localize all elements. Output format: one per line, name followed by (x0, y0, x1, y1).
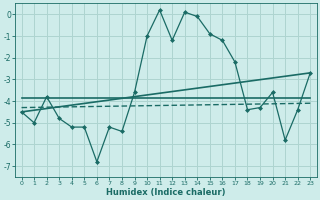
X-axis label: Humidex (Indice chaleur): Humidex (Indice chaleur) (106, 188, 226, 197)
